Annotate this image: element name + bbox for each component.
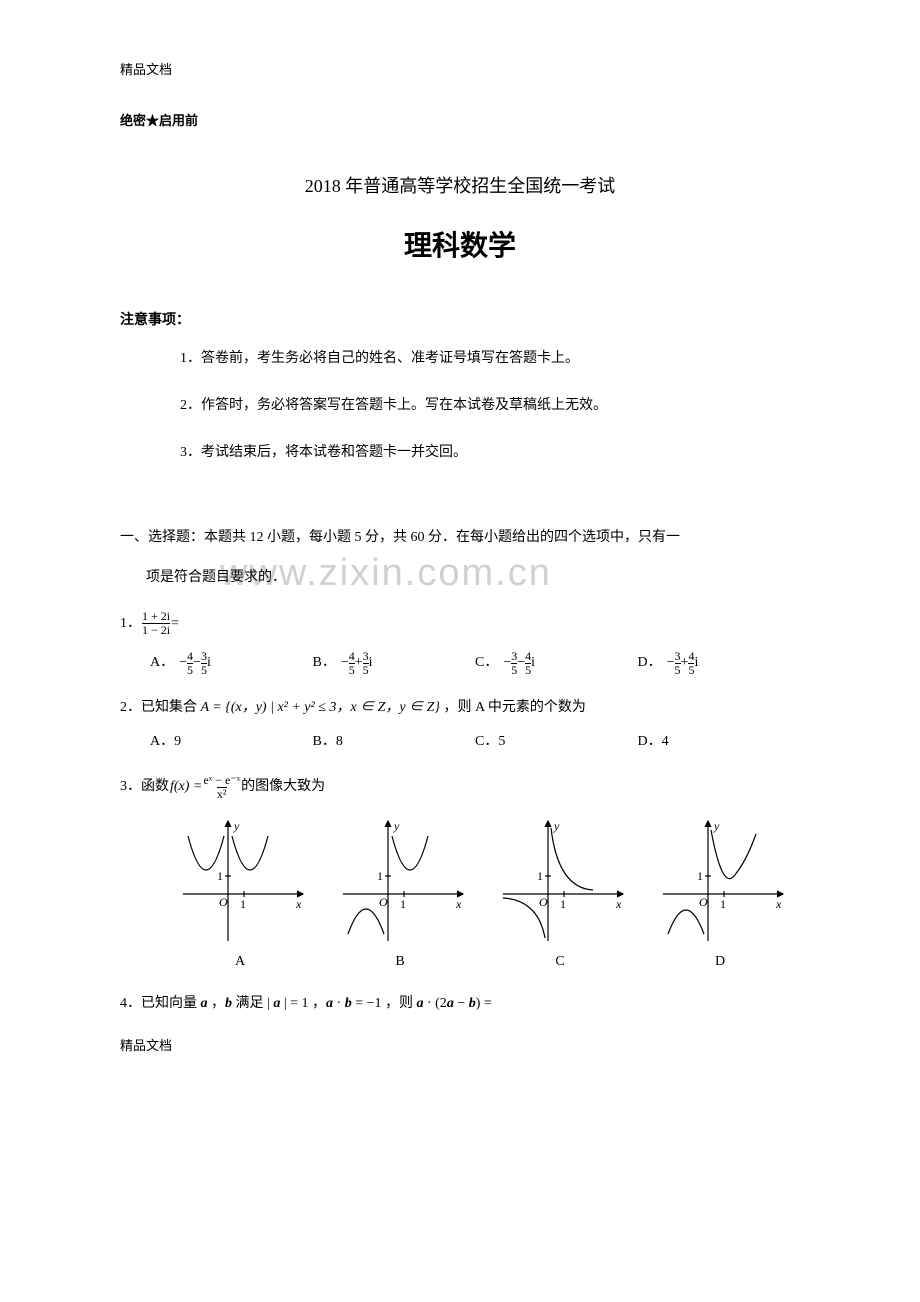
svg-text:1: 1	[697, 869, 703, 883]
svg-text:x: x	[295, 897, 302, 911]
confidential-label: 绝密★启用前	[120, 111, 800, 132]
question-1: 1． 1 + 2i 1 − 2i = A． − 45 − 35 i B． − 4…	[120, 610, 800, 677]
q2-text-pre: 2．已知集合	[120, 700, 201, 715]
q3-text-pre: 3．函数	[120, 776, 169, 798]
q2-set-expr: A = {(x，y) | x² + y² ≤ 3，x ∈ Z，y ∈ Z}	[201, 700, 441, 715]
svg-text:1: 1	[720, 897, 726, 911]
q2-option-c: C．5	[475, 731, 638, 753]
q2-option-a: A．9	[150, 731, 313, 753]
svg-text:1: 1	[560, 897, 566, 911]
svg-text:y: y	[713, 819, 720, 833]
exam-subtitle: 2018 年普通高等学校招生全国统一考试	[120, 172, 800, 201]
q2-option-b: B．8	[313, 731, 476, 753]
note-item: 1．答卷前，考生务必将自己的姓名、准考证号填写在答题卡上。	[180, 348, 800, 370]
svg-text:y: y	[393, 819, 400, 833]
q1-fraction: 1 + 2i 1 − 2i	[142, 610, 170, 637]
svg-text:1: 1	[217, 869, 223, 883]
svg-text:y: y	[233, 819, 240, 833]
question-2: 2．已知集合 A = {(x，y) | x² + y² ≤ 3，x ∈ Z，y …	[120, 697, 800, 754]
svg-text:1: 1	[377, 869, 383, 883]
q1-option-a: A． − 45 − 35 i	[150, 650, 313, 677]
question-4: 4．已知向量 a ，b 满足 | a | = 1 ，a · b = −1 ，则 …	[120, 993, 800, 1015]
q2-option-d: D．4	[638, 731, 801, 753]
exam-title: 理科数学	[120, 225, 800, 270]
notes-heading: 注意事项：	[120, 310, 800, 332]
q3-graph-label: A	[235, 951, 245, 973]
q3-graph-label: C	[555, 951, 564, 973]
q3-graph-label: B	[395, 951, 404, 973]
section1-desc-line1: 一、选择题：本题共 12 小题，每小题 5 分，共 60 分．在每小题给出的四个…	[120, 525, 800, 550]
q3-graph-label: D	[715, 951, 725, 973]
q2-text-post: ，则 A 中元素的个数为	[440, 700, 586, 715]
doc-label-top: 精品文档	[120, 60, 800, 81]
q4-text: 4．已知向量 a ，b 满足 | a | = 1 ，a · b = −1 ，则 …	[120, 996, 492, 1011]
svg-text:O: O	[539, 895, 548, 909]
q3-fraction: eˣ − e⁻ˣ x²	[203, 774, 240, 801]
section1-desc-line2: 项是符合题目要求的．	[146, 565, 800, 590]
svg-text:1: 1	[537, 869, 543, 883]
svg-text:x: x	[775, 897, 782, 911]
q3-graph-b: O x y 1 1 B	[333, 816, 468, 973]
svg-text:1: 1	[400, 897, 406, 911]
q3-graph-c: O x y 1 1 C	[493, 816, 628, 973]
q1-option-b: B． − 45 + 35 i	[313, 650, 476, 677]
q1-equals: =	[171, 613, 179, 635]
svg-text:O: O	[219, 895, 228, 909]
note-item: 3．考试结束后，将本试卷和答题卡一并交回。	[180, 442, 800, 464]
doc-label-bottom: 精品文档	[120, 1036, 800, 1057]
svg-text:1: 1	[240, 897, 246, 911]
q3-graphs: O x y 1 1 A O x y	[160, 816, 800, 973]
svg-text:x: x	[455, 897, 462, 911]
question-3: 3．函数 f(x) = eˣ − e⁻ˣ x² 的图像大致为 O x y 1	[120, 774, 800, 974]
q3-fx: f(x) =	[170, 779, 202, 794]
svg-text:O: O	[699, 895, 708, 909]
svg-text:x: x	[615, 897, 622, 911]
q1-number: 1．	[120, 613, 141, 635]
q3-graph-d: O x y 1 1 D	[653, 816, 788, 973]
q3-graph-a: O x y 1 1 A	[173, 816, 308, 973]
q1-option-d: D． − 35 + 45 i	[638, 650, 801, 677]
q1-option-c: C． − 35 − 45 i	[475, 650, 638, 677]
svg-text:y: y	[553, 819, 560, 833]
note-item: 2．作答时，务必将答案写在答题卡上。写在本试卷及草稿纸上无效。	[180, 395, 800, 417]
q3-text-post: 的图像大致为	[241, 776, 325, 798]
svg-text:O: O	[379, 895, 388, 909]
